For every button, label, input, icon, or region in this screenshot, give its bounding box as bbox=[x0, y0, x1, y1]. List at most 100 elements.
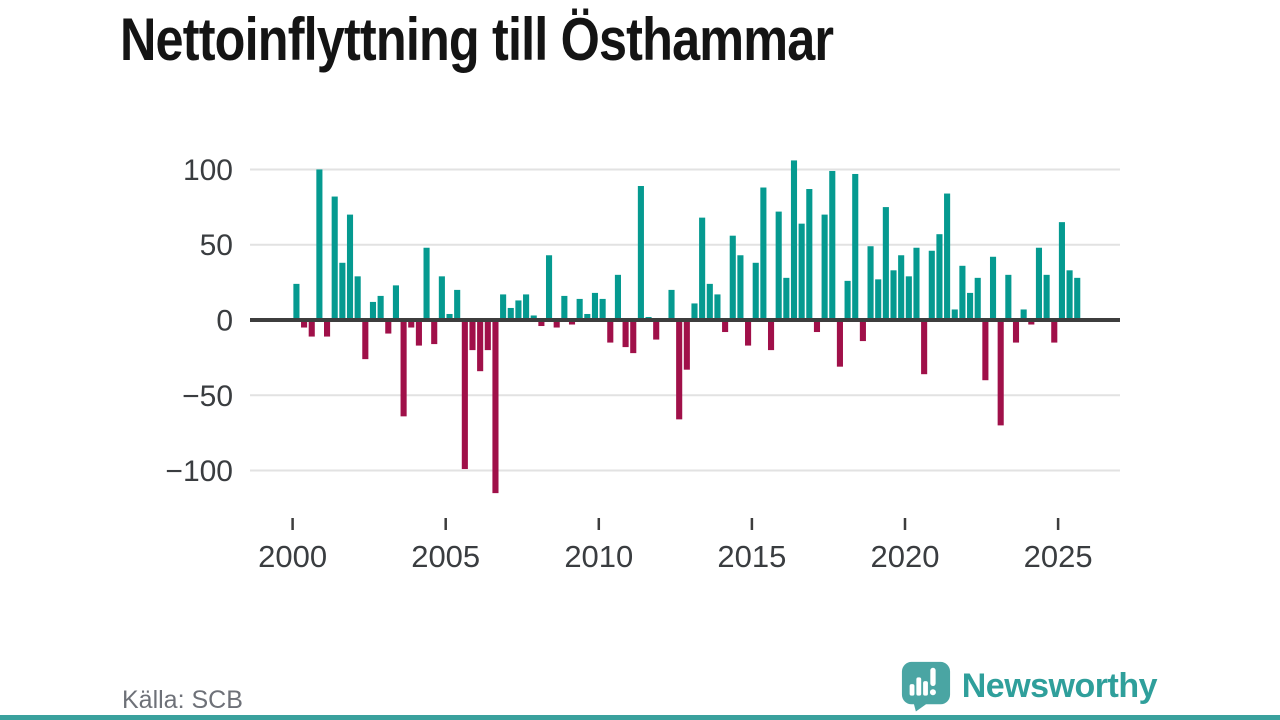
bar bbox=[783, 277, 790, 320]
bar bbox=[607, 320, 614, 343]
bar bbox=[614, 274, 621, 320]
bar bbox=[859, 320, 866, 342]
x-axis-tick-label: 2025 bbox=[1024, 539, 1093, 574]
y-axis-tick-label: −100 bbox=[165, 455, 233, 488]
bar bbox=[982, 320, 989, 381]
bar bbox=[714, 294, 721, 320]
bar bbox=[706, 283, 713, 320]
bar bbox=[1020, 309, 1027, 320]
x-axis-tick-label: 2010 bbox=[564, 539, 633, 574]
bar bbox=[331, 196, 338, 320]
bar bbox=[767, 320, 775, 351]
bar bbox=[354, 276, 361, 320]
bar bbox=[790, 160, 798, 320]
bar bbox=[530, 315, 537, 320]
bar bbox=[523, 294, 530, 320]
logo-bar-medium bbox=[922, 681, 928, 696]
y-axis-tick-label: 100 bbox=[183, 154, 233, 187]
bar bbox=[507, 307, 514, 320]
x-axis-tick-label: 2005 bbox=[411, 539, 480, 574]
logo-exclamation-dot bbox=[929, 689, 936, 696]
bar bbox=[415, 320, 422, 346]
x-axis-tick-label: 2000 bbox=[258, 539, 327, 574]
bar bbox=[752, 262, 759, 320]
bar bbox=[798, 223, 805, 320]
bar bbox=[1005, 274, 1012, 320]
bar bbox=[316, 169, 323, 320]
bar bbox=[584, 313, 591, 320]
bar bbox=[844, 280, 851, 320]
bar bbox=[500, 294, 507, 320]
source-label: Källa: SCB bbox=[122, 686, 243, 714]
bar bbox=[775, 211, 782, 320]
bar bbox=[1035, 247, 1043, 320]
bar bbox=[722, 320, 729, 333]
bar bbox=[553, 320, 560, 328]
bar bbox=[691, 303, 698, 320]
bar bbox=[829, 170, 836, 320]
bar bbox=[821, 214, 828, 320]
bar bbox=[898, 255, 905, 320]
bar bbox=[1074, 277, 1081, 320]
bar bbox=[836, 320, 843, 367]
bar bbox=[928, 250, 935, 320]
bar bbox=[944, 193, 951, 320]
bar bbox=[875, 279, 882, 320]
bar bbox=[637, 186, 644, 320]
bar bbox=[408, 320, 415, 328]
bar bbox=[921, 320, 928, 375]
bar bbox=[806, 189, 813, 320]
bar bbox=[362, 320, 369, 360]
bar bbox=[591, 292, 599, 320]
bar bbox=[438, 276, 445, 320]
bar bbox=[293, 283, 300, 320]
newsworthy-logo-icon bbox=[901, 661, 950, 712]
bar bbox=[1043, 274, 1050, 320]
logo-bar-small bbox=[909, 684, 915, 696]
bar bbox=[423, 247, 430, 320]
bar bbox=[400, 320, 407, 417]
logo-bar-tall bbox=[916, 677, 921, 696]
bar bbox=[538, 320, 545, 327]
logo-exclamation-bar bbox=[930, 667, 936, 686]
newsworthy-logo: Newsworthy bbox=[900, 660, 1158, 712]
newsworthy-logo-text: Newsworthy bbox=[961, 666, 1158, 705]
bar bbox=[959, 265, 966, 320]
bar bbox=[852, 173, 859, 320]
net-migration-bar-chart: 100 50 0 −50 −100 2000 2005 2010 2015 2020 2025 bbox=[165, 154, 1120, 574]
bar bbox=[431, 320, 438, 345]
bar bbox=[1058, 222, 1065, 320]
bar bbox=[339, 262, 346, 320]
bar bbox=[760, 187, 767, 320]
bar bbox=[484, 320, 491, 351]
y-axis-tick-label: 50 bbox=[200, 229, 233, 262]
bar bbox=[997, 320, 1004, 426]
bar bbox=[545, 255, 553, 320]
bar bbox=[301, 320, 308, 328]
bar bbox=[676, 320, 683, 420]
x-axis-tick-label: 2020 bbox=[871, 539, 940, 574]
bar bbox=[867, 246, 874, 320]
bar bbox=[385, 320, 392, 334]
bar bbox=[346, 214, 354, 320]
bar bbox=[492, 320, 499, 494]
bar bbox=[653, 320, 660, 340]
bar bbox=[324, 320, 331, 337]
bar bbox=[974, 277, 981, 320]
bar bbox=[461, 320, 468, 470]
bar bbox=[1051, 320, 1058, 343]
bottom-accent-bar bbox=[0, 715, 1280, 720]
bar bbox=[1012, 320, 1020, 343]
bar bbox=[392, 285, 399, 320]
chart-title: Nettoinflyttning till Östhammar bbox=[120, 6, 834, 73]
bar bbox=[813, 320, 821, 333]
bar bbox=[905, 276, 912, 320]
bar bbox=[576, 298, 583, 320]
bar bbox=[737, 255, 744, 320]
bar bbox=[622, 320, 629, 348]
bar bbox=[967, 292, 974, 320]
bar bbox=[913, 247, 920, 320]
bar bbox=[561, 295, 568, 320]
bar bbox=[630, 320, 637, 354]
